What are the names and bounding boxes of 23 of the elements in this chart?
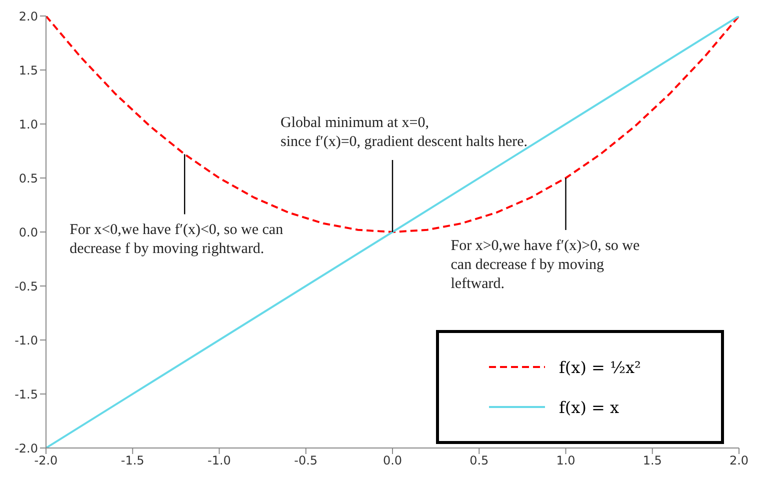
y-tick-label: -1.5 [14,387,38,402]
x-tick-label: -0.5 [294,454,318,468]
y-tick-label: 1.0 [18,117,38,132]
x-tick-label: 1.0 [556,454,576,468]
annotation: Global minimum at x=0, since f′(x)=0, gradient descent halts here. [280,115,528,150]
y-tick-label: 1.5 [18,63,38,78]
x-tick-label: 2.0 [729,454,749,468]
y-tick-label: -0.5 [14,279,38,294]
x-tick-label: 0.5 [470,454,489,468]
y-tick-label: 2.0 [18,9,38,24]
x-tick-label: 1.5 [642,454,662,468]
annotation: For x<0,we have f′(x)<0, so we can decrease f by moving rightward. [70,222,284,258]
legend-label: f(x) = x [559,398,620,416]
legend-label: f(x) = ½x² [559,358,641,376]
x-tick-label: 0.0 [382,454,402,468]
x-tick-label: -1.5 [120,454,144,468]
y-tick-label: 0.5 [18,171,38,186]
x-tick-label: -1.0 [208,454,231,468]
y-tick-label: -2.0 [14,441,38,456]
y-tick-label: 0.0 [18,225,38,240]
y-tick-label: -1.0 [14,333,38,348]
annotation: For x>0,we have f′(x)>0, so we can decrease f by moving leftward. [450,238,640,292]
x-tick-label: -2.0 [34,454,58,468]
